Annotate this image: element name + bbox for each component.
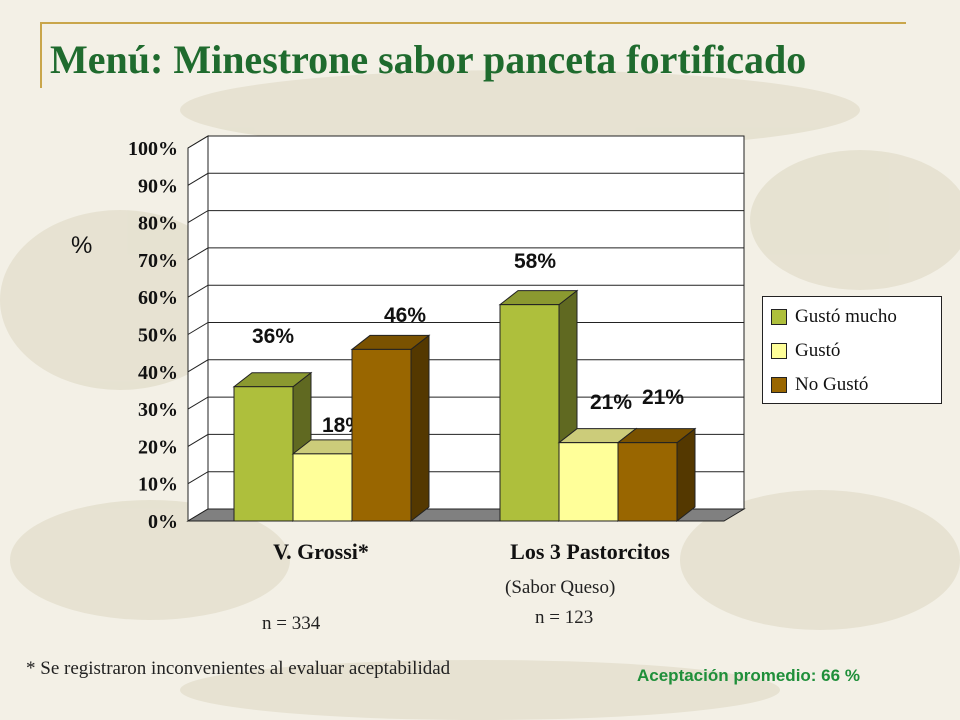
footnote: * Se registraron inconvenientes al evalu… — [26, 658, 451, 679]
bar — [351, 348, 412, 522]
y-tick-label: 20% — [138, 436, 178, 458]
data-label: 21% — [590, 391, 632, 414]
bar — [499, 304, 560, 522]
y-tick-label: 90% — [138, 175, 178, 197]
gridline — [187, 284, 744, 298]
legend-label: Gustó — [795, 340, 841, 361]
y-tick-label: 40% — [138, 362, 178, 384]
pastorcitos-sample-size: n = 123 — [535, 607, 594, 628]
bar — [233, 386, 294, 522]
y-tick-label: 100% — [128, 138, 178, 160]
gridline — [187, 172, 744, 186]
y-tick-label: 30% — [138, 399, 178, 421]
data-label: 46% — [384, 304, 426, 327]
legend-swatch — [771, 343, 787, 359]
pastorcitos-flavor-note: (Sabor Queso) — [505, 577, 616, 598]
legend-swatch — [771, 309, 787, 325]
y-tick-label: 60% — [138, 287, 178, 309]
bar — [292, 453, 353, 522]
gridline — [187, 135, 744, 149]
y-tick-label: 0% — [148, 511, 178, 533]
gridline — [187, 247, 744, 261]
legend-item-gusto-mucho: Gustó mucho — [771, 305, 897, 329]
gridline — [187, 210, 744, 224]
legend-swatch — [771, 377, 787, 393]
legend-item-gusto: Gustó — [771, 339, 840, 363]
x-category-label: Los 3 Pastorcitos — [510, 539, 670, 564]
title-rule-left — [40, 22, 42, 88]
average-acceptance: Aceptación promedio: 66 % — [637, 666, 860, 685]
grossi-sample-size: n = 334 — [262, 613, 321, 634]
title-rule-top — [40, 22, 906, 24]
y-tick-label: 70% — [138, 250, 178, 272]
chart-legend: Gustó mucho Gustó No Gustó — [762, 296, 942, 404]
bar-side — [676, 427, 696, 523]
y-tick-label: 10% — [138, 474, 178, 496]
legend-label: No Gustó — [795, 374, 869, 395]
bar — [617, 442, 678, 522]
data-label: 58% — [514, 250, 556, 273]
legend-label: Gustó mucho — [795, 306, 897, 327]
page-title: Menú: Minestrone sabor panceta fortifica… — [50, 37, 807, 82]
bar — [558, 442, 619, 522]
data-label: 36% — [252, 325, 294, 348]
bar-side — [410, 334, 430, 523]
y-tick-label: 50% — [138, 325, 178, 347]
x-category-label: V. Grossi* — [273, 539, 369, 564]
y-tick-label: 80% — [138, 213, 178, 235]
data-label: 21% — [642, 386, 684, 409]
y-axis-percent-symbol: % — [71, 232, 93, 259]
legend-item-no-gusto: No Gustó — [771, 373, 868, 397]
